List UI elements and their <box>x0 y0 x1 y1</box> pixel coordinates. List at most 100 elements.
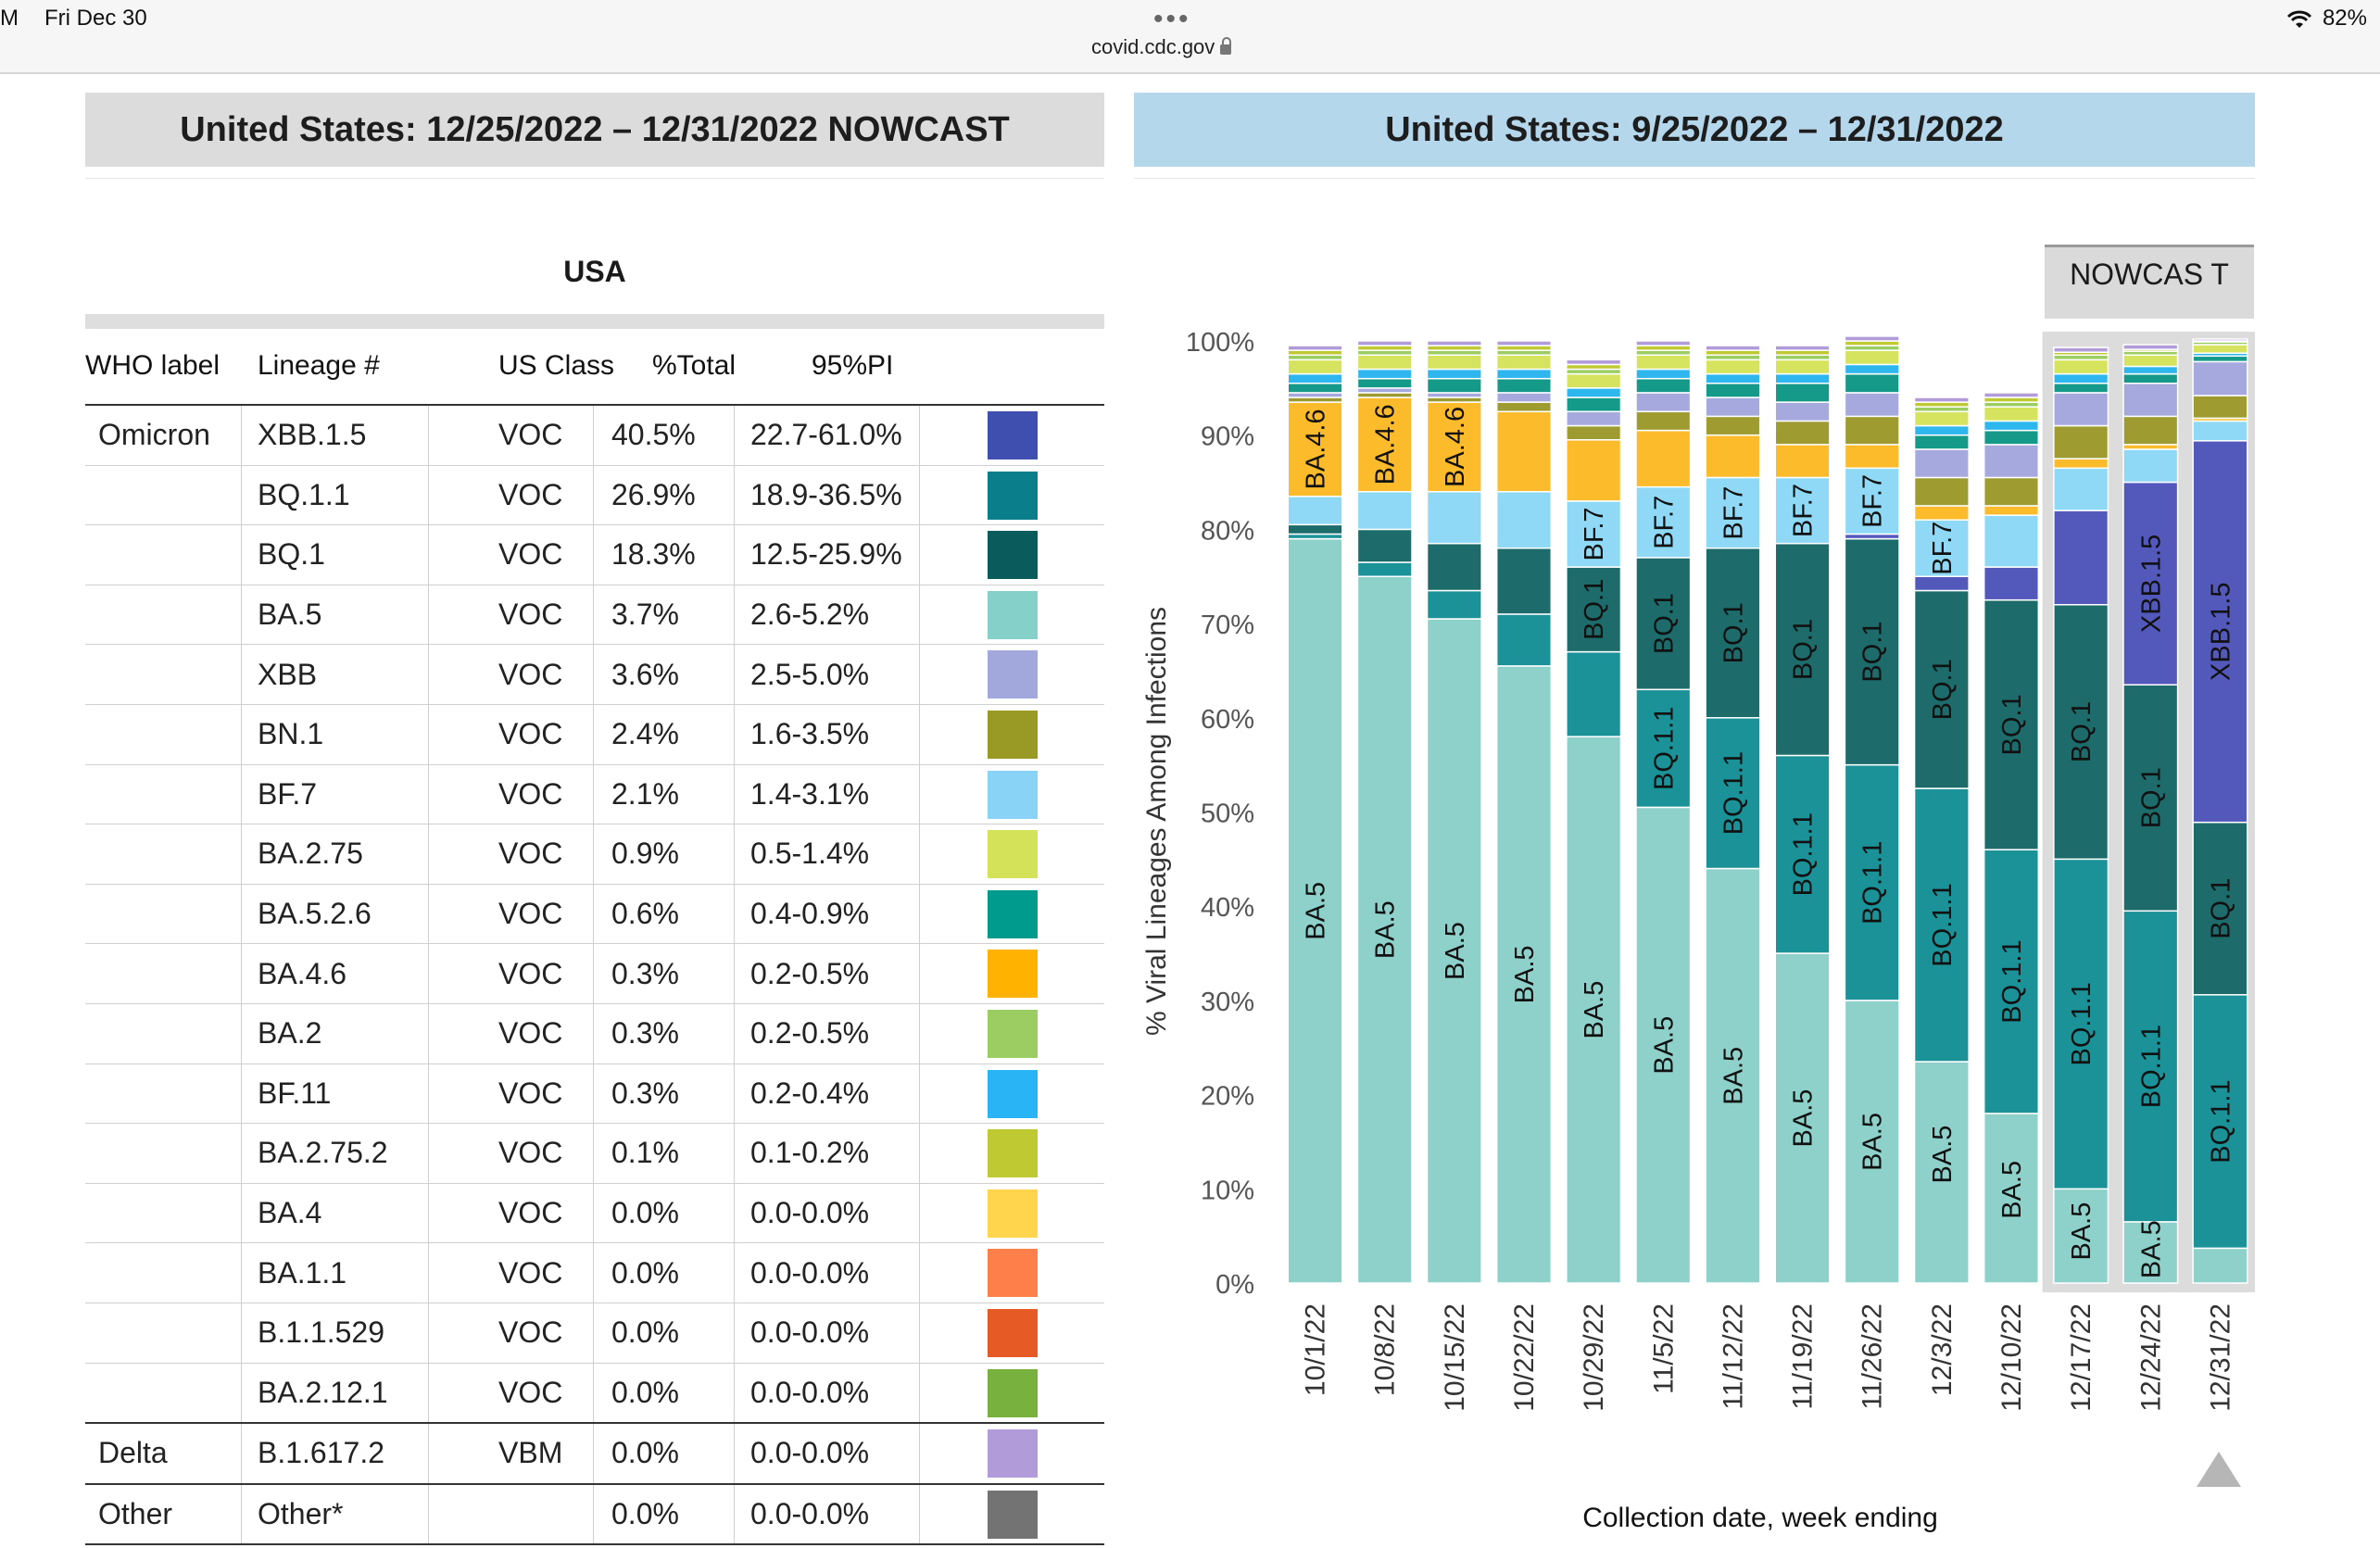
bar-segment-ba-5 <box>1356 575 1413 1284</box>
bar-segment-ba-2 <box>1356 349 1413 357</box>
bar-label: BQ.1 <box>1858 622 1888 683</box>
x-tick-label: 12/10/22 <box>1996 1303 2027 1412</box>
column-divider <box>734 525 735 585</box>
bar-segment-bf-7 <box>1566 500 1622 568</box>
address-bar[interactable]: covid.cdc.gov <box>1091 35 1232 59</box>
column-divider <box>734 1303 735 1363</box>
column-divider <box>428 704 429 764</box>
tab-overview-dots[interactable]: ••• <box>1153 4 1191 34</box>
x-tick-label: 11/26/22 <box>1857 1303 1888 1410</box>
bar-segment-xbb-1-5 <box>1913 575 1970 592</box>
table-row: BA.2.12.1 VOC 0.0% 0.0-0.0% <box>85 1363 1104 1425</box>
bar-segment-ba-5 <box>1844 1000 1900 1284</box>
bar-segment-ba-5 <box>2192 1247 2248 1284</box>
percent-total-cell: 0.3% <box>611 1016 679 1051</box>
bar-segment-bq-1 <box>2053 604 2109 861</box>
bar-segment-other <box>1635 340 1692 346</box>
bar-segment-xbb <box>2192 360 2248 396</box>
lineage-table: Omicron XBB.1.5 VOC 40.5% 22.7-61.0% BQ.1.1 VO… <box>85 406 1104 1546</box>
bar-segment-bq-1-1 <box>1287 533 1343 540</box>
table-row: BQ.1 VOC 18.3% 12.5-25.9% <box>85 525 1104 585</box>
bar-segment-xbb <box>1426 392 1482 398</box>
column-divider <box>919 1003 920 1063</box>
column-divider <box>734 1124 735 1183</box>
bar-segment-bn-1 <box>1635 410 1692 432</box>
column-divider <box>919 944 920 1003</box>
bar-segment-other <box>1774 345 1831 351</box>
column-divider <box>734 1243 735 1303</box>
lineage-cell: BQ.1 <box>258 537 325 572</box>
pi-cell: 0.0-0.0% <box>750 1436 870 1470</box>
percent-total-cell: 0.1% <box>611 1136 679 1170</box>
bar-segment-other <box>1705 345 1761 351</box>
bar-segment-ba-2-75 <box>1774 359 1831 375</box>
column-divider <box>734 764 735 824</box>
lineage-cell: BF.7 <box>258 776 318 811</box>
scroll-top-arrow-icon[interactable] <box>2197 1452 2241 1487</box>
bar-segment-ba-5-2-6 <box>1426 377 1482 394</box>
pi-cell: 0.1-0.2% <box>750 1136 870 1170</box>
bar-segment-xbb <box>2122 383 2179 418</box>
lineage-color-swatch <box>988 1429 1038 1479</box>
bar-segment-bf-7 <box>1426 490 1482 545</box>
column-divider <box>241 525 242 585</box>
bar-segment-ba-4-6 <box>1495 410 1553 493</box>
table-row: Omicron XBB.1.5 VOC 40.5% 22.7-61.0% <box>85 406 1104 466</box>
bar-segment-ba-2-75 <box>2053 359 2109 375</box>
bar-label: BA.5 <box>1510 945 1540 1003</box>
bar-label: XBB.1.5 <box>2206 583 2235 681</box>
bar-segment-ba-2-75-2 <box>1566 363 1622 371</box>
bar-segment-ba-5 <box>1566 736 1622 1284</box>
bar-label: BF.7 <box>1719 486 1748 540</box>
lineage-cell: BA.2.75.2 <box>258 1136 388 1170</box>
column-divider <box>593 944 594 1003</box>
who-label-cell: Omicron <box>98 418 210 452</box>
bar-segment-ba-2-75 <box>1705 359 1761 375</box>
percent-total-cell: 0.0% <box>611 1436 679 1470</box>
bar-segment-other <box>1287 345 1343 351</box>
us-class-cell: VOC <box>498 598 563 632</box>
table-row: BQ.1.1 VOC 26.9% 18.9-36.5% <box>85 465 1104 526</box>
bar-label: BQ.1.1 <box>2067 982 2097 1065</box>
bar-segment-ba-2-75 <box>2192 344 2248 354</box>
y-tick-label: 60% <box>1201 705 1254 735</box>
bar-segment-bn-1 <box>1774 420 1831 446</box>
lineage-cell: BA.4 <box>258 1196 322 1230</box>
lineage-color-swatch <box>988 590 1038 639</box>
column-divider <box>241 764 242 824</box>
history-header: United States: 9/25/2022 – 12/31/2022 <box>1134 93 2255 167</box>
bar-segment-ba-5 <box>2122 1221 2179 1284</box>
column-divider <box>734 1424 735 1483</box>
bar-segment-other <box>1913 396 1970 403</box>
pi-cell: 0.4-0.9% <box>750 897 870 931</box>
table-row: BA.2.75 VOC 0.9% 0.5-1.4% <box>85 824 1104 885</box>
y-tick-label: 30% <box>1201 988 1254 1017</box>
bar-label: BF.7 <box>1789 484 1819 537</box>
bar-segment-bf-11 <box>1774 372 1831 384</box>
percent-total-cell: 2.1% <box>611 776 679 811</box>
column-divider <box>919 1243 920 1303</box>
column-divider <box>241 824 242 884</box>
table-row: BA.4.6 VOC 0.3% 0.2-0.5% <box>85 944 1104 1004</box>
bar-segment-bf-7 <box>1287 496 1343 526</box>
bar-segment-bq-1 <box>1566 566 1622 653</box>
column-divider <box>919 884 920 944</box>
column-divider <box>919 645 920 704</box>
bar-segment-xbb <box>1913 448 1970 479</box>
lineage-color-swatch <box>988 770 1038 819</box>
bar-label: BA.5 <box>1997 1161 2027 1219</box>
bar-label: BQ.1 <box>1928 659 1958 720</box>
table-row: BA.5 VOC 3.7% 2.6-5.2% <box>85 585 1104 646</box>
column-divider <box>241 1003 242 1063</box>
bar-segment-bn-1 <box>2053 424 2109 459</box>
column-divider <box>919 1063 920 1124</box>
bar-segment-ba-4-6 <box>1913 505 1970 521</box>
column-divider <box>593 1363 594 1423</box>
divider <box>85 178 1104 179</box>
bar-segment-ba-2-75-2 <box>1287 349 1343 357</box>
lineage-color-swatch <box>988 471 1038 520</box>
bar-label: BA.5 <box>1302 882 1331 940</box>
column-divider <box>241 1243 242 1303</box>
bar-segment-ba-2-75 <box>2122 354 2179 368</box>
bar-label: BA.5 <box>1928 1126 1958 1184</box>
